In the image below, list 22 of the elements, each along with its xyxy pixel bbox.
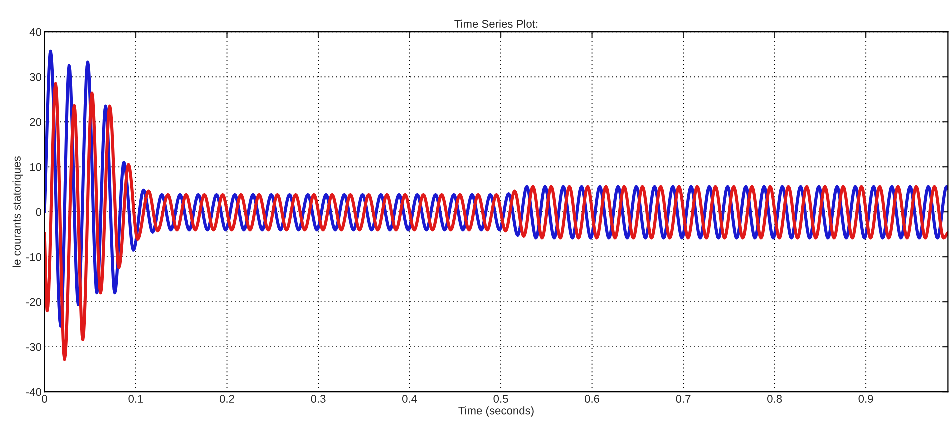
- x-tick-label: 0: [42, 395, 48, 403]
- y-tick-label: -10: [26, 253, 42, 262]
- x-tick-label: 0.8: [768, 395, 782, 403]
- y-axis-title: le courants statoriques: [12, 156, 24, 268]
- y-tick-label: 10: [30, 163, 42, 172]
- y-tick-label: -30: [26, 343, 42, 352]
- x-tick-label: 0.3: [311, 395, 326, 403]
- y-tick-label: 0: [36, 208, 42, 216]
- x-tick-label: 0.4: [402, 395, 418, 403]
- x-tick-label: 0.1: [128, 395, 144, 403]
- y-tick-label: -40: [26, 388, 42, 396]
- x-axis-title: Time (seconds): [458, 406, 534, 417]
- x-tick-label: 0.7: [676, 395, 691, 403]
- y-tick-label: 40: [30, 28, 42, 36]
- x-tick-label: 0.5: [494, 395, 508, 403]
- x-tick-label: 0.2: [220, 395, 234, 403]
- x-tick-label: 0.9: [858, 395, 874, 403]
- y-tick-label: 30: [30, 73, 42, 82]
- y-tick-label: 20: [30, 118, 42, 126]
- x-tick-label: 0.6: [585, 395, 600, 403]
- chart-title: Time Series Plot:: [454, 20, 538, 28]
- y-tick-label: -20: [26, 298, 42, 306]
